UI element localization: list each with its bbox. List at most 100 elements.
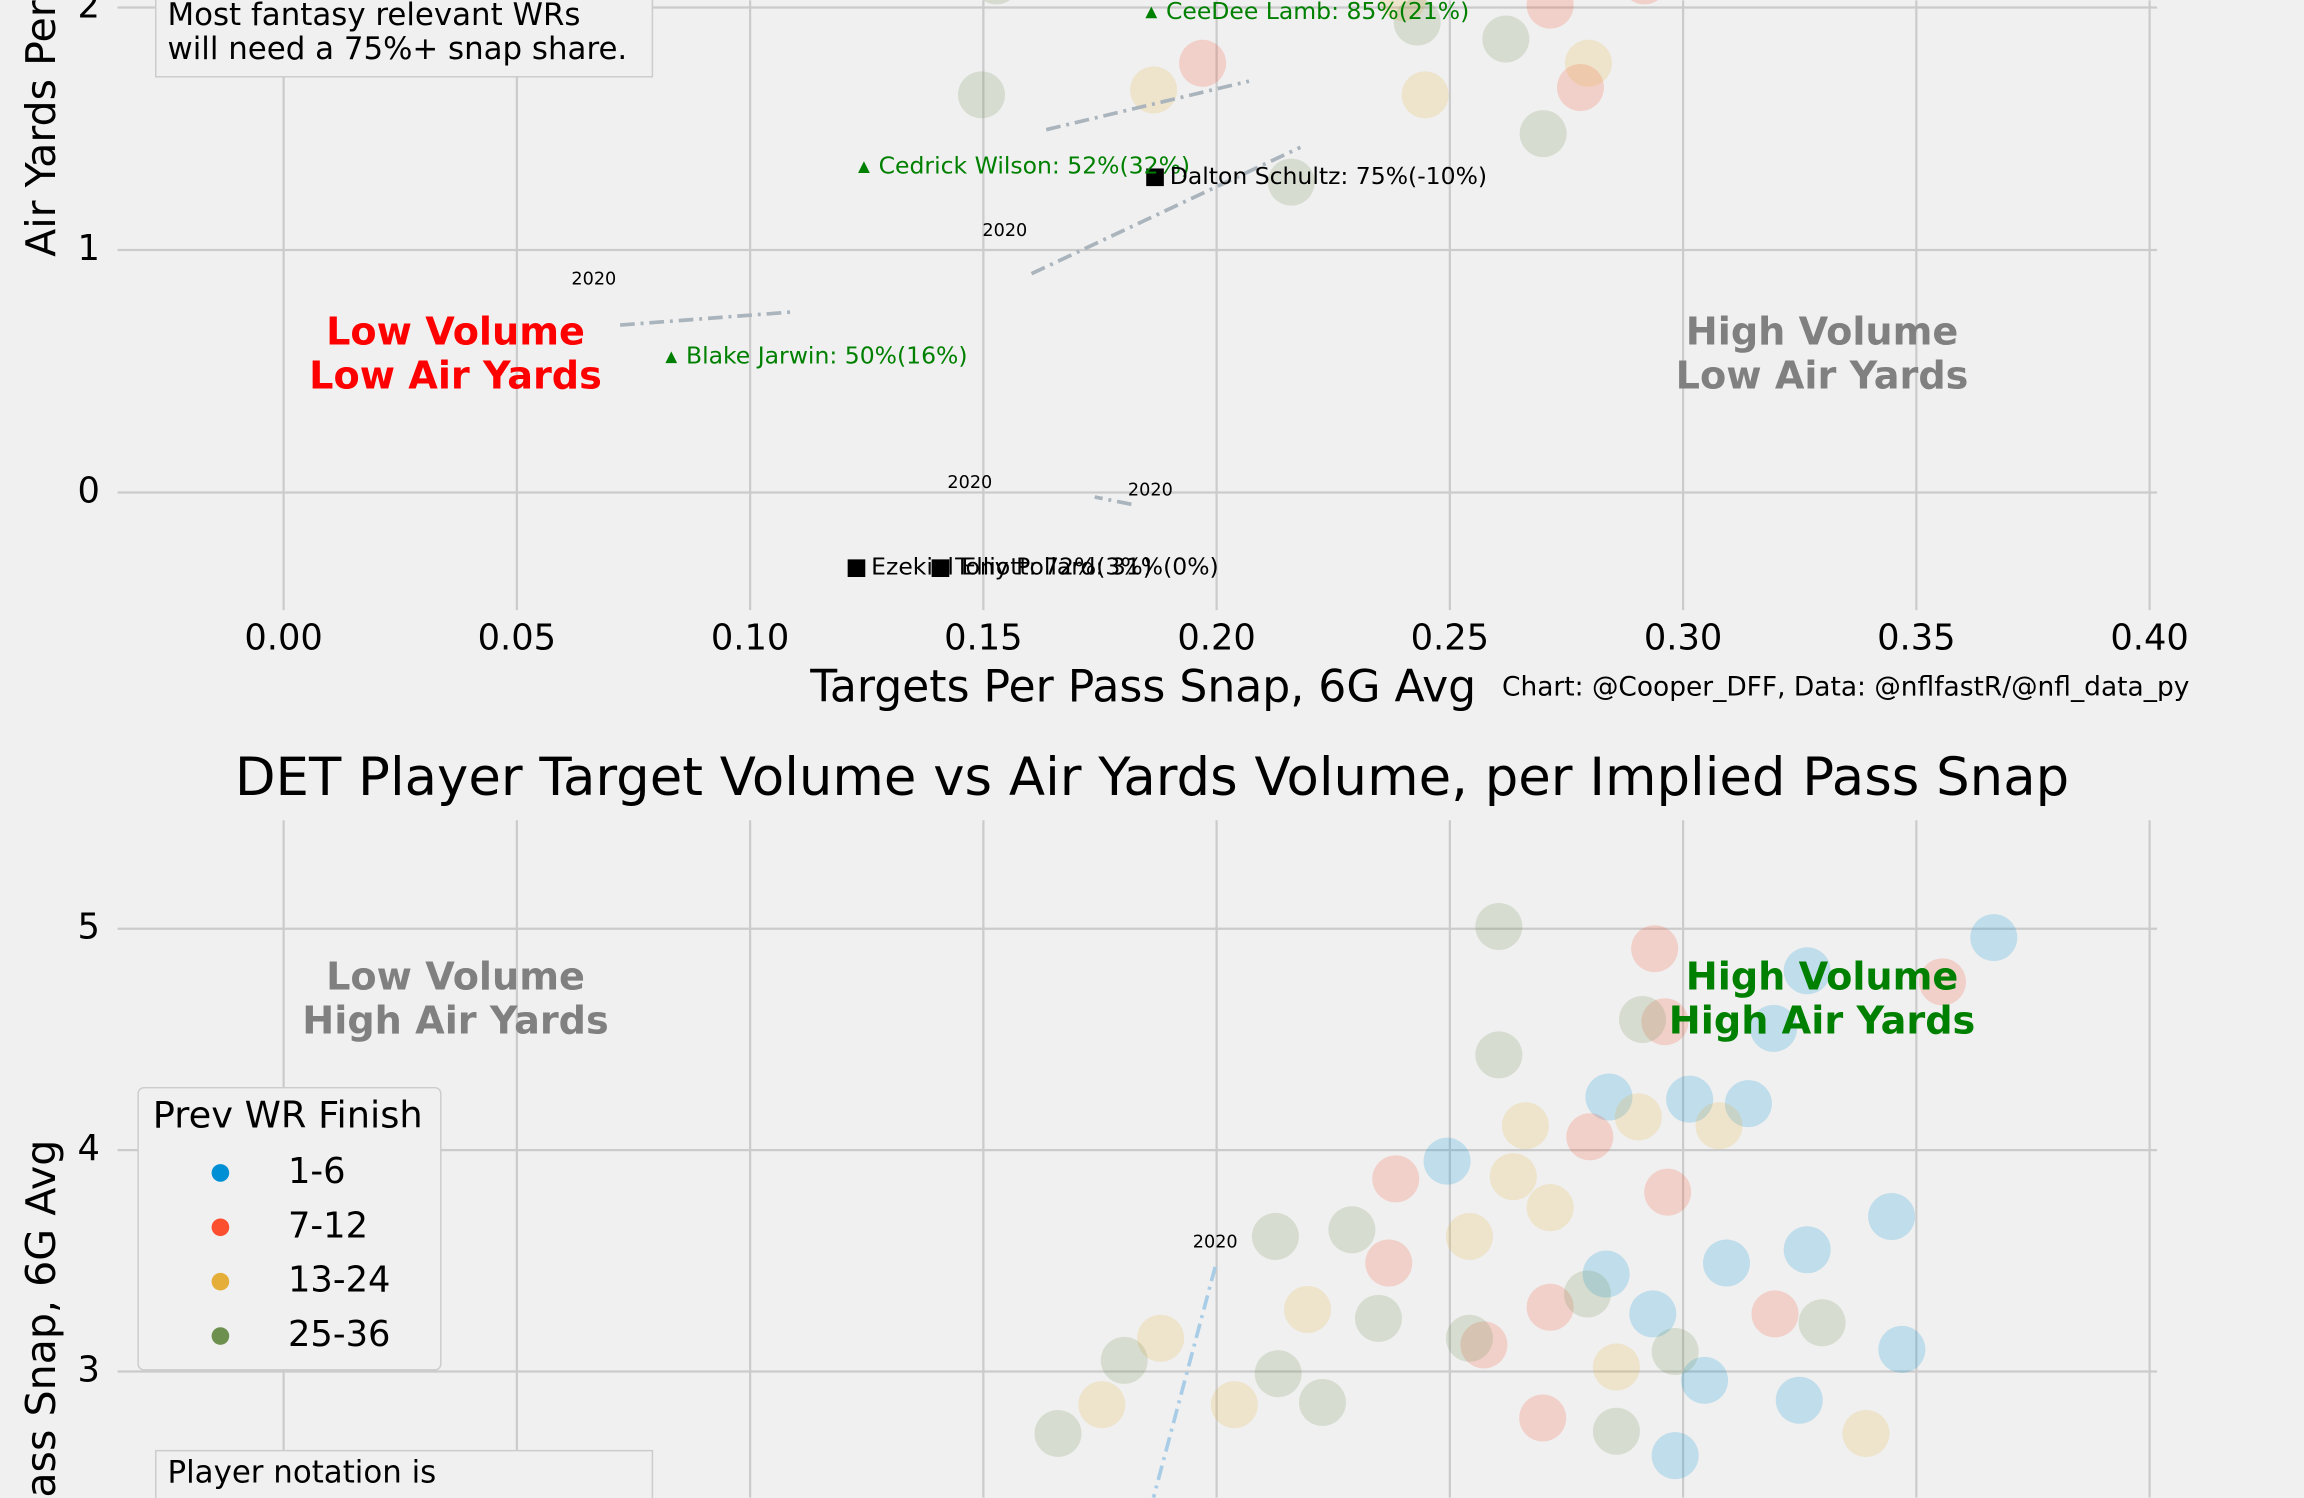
quadrant-label: Low Volume: [326, 955, 585, 999]
scatter-point: [1365, 1239, 1413, 1287]
scatter-point: [1401, 71, 1449, 119]
scatter-point: [1681, 1356, 1729, 1404]
annotation-marker: [1145, 6, 1158, 19]
scatter-point: [1556, 64, 1604, 112]
scatter-point: [1918, 958, 1966, 1006]
x-tick-label: 0.20: [1177, 618, 1255, 659]
scatter-point: [1564, 39, 1612, 87]
scatter-point: [1563, 1270, 1611, 1318]
note-text: Player notation is: [168, 1455, 437, 1491]
scatter-point: [1519, 110, 1567, 158]
legend-label: 7-12: [288, 1205, 368, 1246]
scatter-point: [1783, 1226, 1831, 1274]
scatter-point: [1842, 1409, 1890, 1457]
scatter-point: [1798, 1299, 1846, 1347]
connector: [1151, 1266, 1217, 1498]
scatter-point: [1566, 1113, 1614, 1161]
annotation-label: CeeDee Lamb: 85%(21%): [1166, 0, 1469, 25]
scatter-point: [1284, 1285, 1332, 1333]
note-text: will need a 75%+ snap share.: [168, 31, 628, 67]
y-axis-label: ass Snap, 6G Avg: [17, 1140, 65, 1498]
scatter-point: [1775, 1376, 1823, 1424]
scatter-point: [1460, 1321, 1508, 1369]
quadrant-label: Low Air Yards: [1676, 354, 1969, 398]
season-label: 2020: [982, 221, 1027, 241]
annotation-marker: [1146, 168, 1164, 187]
scatter-point: [1078, 1381, 1126, 1429]
y-tick-label: 1: [77, 228, 99, 269]
scatter-point: [1878, 1325, 1926, 1373]
scatter-point: [1666, 1075, 1714, 1123]
legend-title: Prev WR Finish: [153, 1094, 423, 1137]
scatter-point: [1629, 1290, 1677, 1338]
legend-swatch: [211, 1164, 230, 1182]
scatter-point: [1750, 1004, 1798, 1052]
scatter-point: [1695, 1102, 1743, 1150]
note-text: Most fantasy relevant WRs: [168, 0, 581, 33]
scatter-point: [957, 71, 1006, 119]
scatter-point: [1137, 1314, 1185, 1362]
scatter-point: [1630, 0, 1659, 5]
season-label: 2020: [1193, 1232, 1238, 1252]
scatter-point: [1585, 1073, 1633, 1121]
quadrant-label: Low Volume: [326, 310, 585, 354]
y-tick-label: 2: [77, 0, 99, 27]
scatter-point: [1034, 1409, 1082, 1457]
x-tick-label: 0.25: [1411, 618, 1489, 659]
x-tick-label: 0.10: [711, 618, 789, 659]
legend: Prev WR Finish 1-6 7-12 13-24 25-36: [137, 1086, 442, 1371]
connector: [1030, 145, 1302, 276]
scatter-point: [1592, 1407, 1640, 1455]
x-tick-label: 0.05: [478, 618, 557, 659]
panel: [117, 820, 2158, 1498]
annotation-label: Tony Pollard: 31%(0%): [954, 553, 1219, 581]
season-label: 2020: [1128, 480, 1173, 500]
legend-label: 25-36: [288, 1314, 390, 1355]
y-tick-label: 4: [77, 1128, 99, 1169]
legend-swatch: [211, 1327, 230, 1345]
scatter-point: [1393, 0, 1441, 46]
scatter-point: [1100, 1336, 1148, 1384]
scatter-point: [1489, 1153, 1537, 1201]
x-tick-label: 0.00: [244, 618, 323, 659]
scatter-point: [1526, 1283, 1574, 1331]
x-tick-label: 0.40: [2110, 618, 2189, 659]
scatter-point: [1970, 914, 2018, 962]
annotation-marker: [847, 559, 866, 578]
scatter-point: [1354, 1294, 1402, 1342]
scatter-point: [1592, 1343, 1640, 1391]
legend-swatch: [211, 1218, 230, 1237]
x-axis-label: Targets Per Pass Snap, 6G Avg: [809, 661, 1476, 712]
scatter-point: [1501, 1102, 1549, 1150]
scatter-point: [1328, 1206, 1376, 1254]
scatter-point: [1651, 1328, 1699, 1376]
scatter-point: [1641, 998, 1689, 1046]
legend-label: 1-6: [288, 1151, 346, 1192]
y-axis-label: Air Yards Per: [17, 0, 65, 257]
y-tick-label: 0: [77, 471, 99, 512]
quadrant-label: High Volume: [1686, 955, 1959, 999]
scatter-point: [1702, 1239, 1750, 1287]
chart-title: DET Player Target Volume vs Air Yards Vo…: [235, 747, 2069, 808]
annotation-marker: [665, 351, 678, 364]
x-tick-label: 0.30: [1644, 618, 1723, 659]
x-tick-label: 0.35: [1877, 618, 1955, 659]
scatter-point: [1254, 1350, 1302, 1398]
annotation-marker: [858, 161, 870, 173]
annotation-label: Blake Jarwin: 50%(16%): [686, 342, 968, 370]
quadrant-label: High Air Yards: [302, 1000, 608, 1044]
scatter-point: [1582, 1250, 1630, 1298]
scatter-point: [1724, 1080, 1772, 1128]
legend-box: [137, 1086, 442, 1371]
quadrant-label: High Air Yards: [1669, 1000, 1975, 1044]
annotation-label: Cedrick Wilson: 52%(32%): [879, 152, 1190, 180]
scatter-point: [1868, 1193, 1916, 1241]
scatter-point: [1251, 1212, 1299, 1260]
scatter-point: [1482, 15, 1530, 63]
annotation-marker: [931, 559, 950, 578]
scatter-point: [1751, 1290, 1799, 1338]
scatter-point: [1267, 158, 1315, 206]
season-label: 2020: [571, 270, 616, 290]
connector: [1094, 495, 1132, 507]
